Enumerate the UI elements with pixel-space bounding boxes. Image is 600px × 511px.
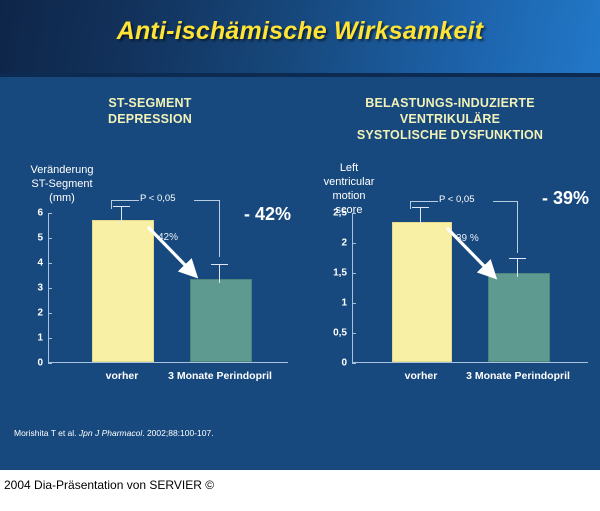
slide-footer: 2004 Dia-Präsentation von SERVIER © [0,470,600,511]
chart-title-right: BELASTUNGS-INDUZIERTE VENTRIKULÄRE SYSTO… [300,95,600,143]
delta-label-right: - 39% [542,188,590,208]
y-tick-left-4: 4 [37,258,52,269]
error-cap-right-perindopril [509,258,526,259]
chart-panel-ventricular-dysfunction: BELASTUNGS-INDUZIERTE VENTRIKULÄRE SYSTO… [300,95,600,395]
bar-right-perindopril [488,273,550,362]
y-tick-label-left-3: 3 [37,282,43,294]
significance-label-right: P < 0,05 [439,194,475,205]
slide: Anti-ischämische Wirksamkeit ST-SEGMENT … [0,0,600,470]
y-tick-label-left-2: 2 [37,307,43,319]
y-tick-right-3: 1,5 [333,268,356,279]
chart-title-right-line2: VENTRIKULÄRE [399,112,501,126]
chart-title-left-line2: DEPRESSION [108,112,192,126]
y-axis-caption-right: Left ventricular motion score [308,161,390,217]
x-axis-label-left-perindopril: 3 Monate Perindopril [168,370,272,382]
y-tick-right-5: 2,5 [333,208,356,219]
change-label-right: 39 % [456,233,479,244]
y-tick-label-right-4: 2 [341,237,347,249]
x-axis-label-left-vorher: vorher [105,370,139,382]
y-tick-label-left-5: 5 [37,232,43,244]
sig-bracket-left-stem2 [219,200,220,257]
y-tick-right-4: 2 [341,238,356,249]
sig-bracket-right-top1 [410,201,438,202]
y-axis-caption-left-line2: ST-Segment [31,178,93,190]
y-tick-label-right-0: 0 [341,357,347,369]
citation-detail: . 2002;88:100-107. [142,428,214,438]
y-tick-right-2: 1 [341,298,356,309]
sig-bracket-left-top1 [111,200,139,201]
plot-area-right: 0 0,5 1 1,5 2 2,5 [333,188,589,382]
y-axis-caption-right-line1: Left [339,162,359,174]
y-axis-caption-left: Veränderung ST-Segment (mm) [8,163,116,205]
slide-header-band [0,0,600,73]
chart-title-left: ST-SEGMENT DEPRESSION [0,95,300,127]
error-cap-left-vorher [113,206,130,207]
y-tick-left-5: 5 [37,233,52,244]
error-cap-left-perindopril [211,264,228,265]
y-tick-label-right-3: 1,5 [333,267,347,279]
sig-bracket-left-top2 [194,200,220,201]
x-axis-label-right-vorher: vorher [404,370,438,382]
y-tick-left-0: 0 [37,358,52,369]
sig-bracket-right-stem2 [517,201,518,253]
y-axis-caption-left-line3: (mm) [49,192,75,204]
citation-journal: Jpn J Pharmacol [78,428,143,438]
chart-title-left-line1: ST-SEGMENT [108,96,192,110]
chart-title-right-line1: BELASTUNGS-INDUZIERTE [365,96,535,110]
header-divider [0,73,600,77]
sig-bracket-left-stem1 [111,200,112,209]
error-bar-left-perindopril [219,264,220,283]
y-tick-label-right-2: 1 [341,297,347,309]
x-axis-line-right [352,362,588,363]
error-bar-left-vorher [121,206,122,224]
y-tick-right-0: 0 [341,358,356,369]
page-title: Anti-ischämische Wirksamkeit [116,17,484,45]
error-cap-right-vorher [412,207,429,208]
delta-label-left: - 42% [244,204,292,224]
sig-bracket-right-stem1 [410,201,411,209]
significance-label-left: P < 0,05 [140,193,176,204]
footer-copyright: 2004 Dia-Präsentation von SERVIER © [4,478,215,492]
y-tick-label-left-6: 6 [37,207,43,219]
x-axis-line-left [48,362,288,363]
x-axis-label-right-perindopril: 3 Monate Perindopril [466,370,570,382]
bar-left-perindopril [190,279,252,362]
bar-right-vorher [392,222,452,362]
plot-area-left: 0 1 2 3 4 5 6 [37,193,291,382]
y-tick-label-right-5: 2,5 [333,207,347,219]
decline-arrow-left [146,225,199,279]
bar-left-vorher [92,220,154,362]
change-label-left: 42% [158,232,179,243]
y-axis-caption-right-line3: motion [332,190,366,202]
error-bar-right-vorher [420,207,421,225]
y-tick-left-1: 1 [37,333,52,344]
y-tick-label-left-4: 4 [37,257,43,269]
y-axis-caption-right-line2: ventricular [323,176,375,188]
y-axis-caption-left-line1: Veränderung [30,164,94,176]
error-bar-right-perindopril [517,258,518,277]
y-tick-label-left-0: 0 [37,357,43,369]
y-tick-right-1: 0,5 [333,328,356,339]
y-axis-line-right [352,213,353,363]
y-tick-label-right-1: 0,5 [333,327,347,339]
decline-arrow-right [445,226,498,280]
y-tick-left-3: 3 [37,283,52,294]
citation: Morishita T et al. Jpn J Pharmacol. 2002… [14,428,214,438]
y-tick-label-left-1: 1 [37,332,43,344]
y-tick-left-6: 6 [37,208,52,219]
y-tick-left-2: 2 [37,308,52,319]
chart-panel-st-segment-depression: ST-SEGMENT DEPRESSION Veränderung ST-Seg… [0,95,300,395]
chart-title-right-line3: SYSTOLISCHE DYSFUNKTION [356,128,544,142]
citation-authors: Morishita T et al. [14,428,77,438]
sig-bracket-right-top2 [493,201,518,202]
